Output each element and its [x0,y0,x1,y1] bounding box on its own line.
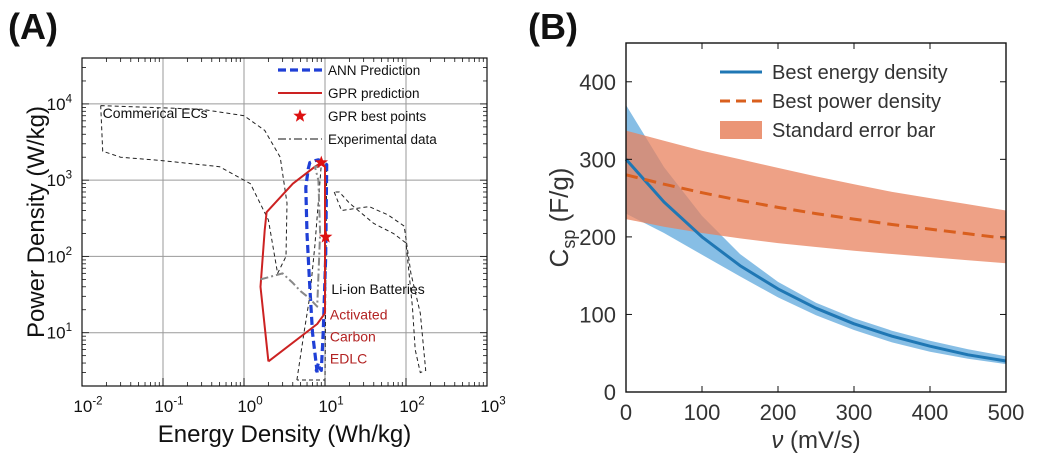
x-tick-label: 10-2 [73,395,102,416]
annotation-activated-line: Carbon [330,328,376,344]
annotation-activated-line: Activated [330,306,388,322]
series-line [625,173,1007,240]
y-axis-label: Csp (F/g) [544,168,579,268]
series-line [624,158,1007,363]
y-tick-label: 400 [579,70,616,95]
x-tick-label: 200 [760,400,797,425]
annotation-liion: Li-ion Batteries [331,281,424,297]
region-outline [333,191,427,374]
x-tick-label: 102 [399,395,424,416]
annotation-commercial: Commerical ECs [103,105,208,121]
series-line [260,165,322,308]
legend-label: Experimental data [328,132,437,147]
annotation-activated-line: EDLC [330,350,367,366]
chart-a: 10-2 10-1 100 101 102 103 101 102 103 104 Energy D… [23,57,506,448]
error-band [626,105,1006,365]
x-tick-label: 500 [988,400,1025,425]
series-line [259,161,326,363]
legend-label: GPR best points [328,109,427,124]
y-tick-label: 104 [47,93,73,114]
y-tick-label: 0 [604,380,616,405]
y-tick-label: 200 [579,225,616,250]
region-outline [100,105,288,275]
x-tick-label: 101 [318,395,343,416]
x-axis-label: ν (mV/s) [771,427,860,454]
y-tick-label: 100 [579,302,616,327]
chart-b: 0 100 200 300 400 500 0 100 200 300 400 ν (mV/s) Csp… [544,42,1025,454]
gpr-best-point [319,230,333,243]
x-tick-label: 300 [836,400,873,425]
plot-frame [81,57,488,387]
x-tick-label: 400 [912,400,949,425]
region-outline [296,163,328,381]
x-tick-label: 10-1 [154,395,183,416]
y-tick-label: 103 [47,170,72,191]
error-band [626,130,1006,264]
legend-label: GPR prediction [328,86,420,101]
x-tick-label: 100 [684,400,721,425]
panel-label-a: (A) [8,6,58,47]
legend-marker [293,109,307,122]
legend-label: Best energy density [772,62,948,84]
legend-label: Standard error bar [772,120,936,142]
gpr-best-point [314,155,328,169]
x-tick-label: 103 [480,395,505,416]
x-tick-label: 100 [237,395,262,416]
series-line [304,158,329,374]
legend-label: Best power density [772,91,941,113]
legend-marker [720,121,762,139]
y-tick-label: 300 [579,147,616,172]
legend-label: ANN Prediction [328,63,420,78]
y-tick-label: 102 [47,246,72,267]
x-tick-label: 0 [620,400,632,425]
x-axis-label: Energy Density (Wh/kg) [158,421,411,448]
y-axis-label: Power Density (W/kg) [23,106,50,338]
y-tick-label: 101 [47,322,72,343]
plot-frame [625,42,1007,393]
panel-label-b: (B) [528,6,578,47]
